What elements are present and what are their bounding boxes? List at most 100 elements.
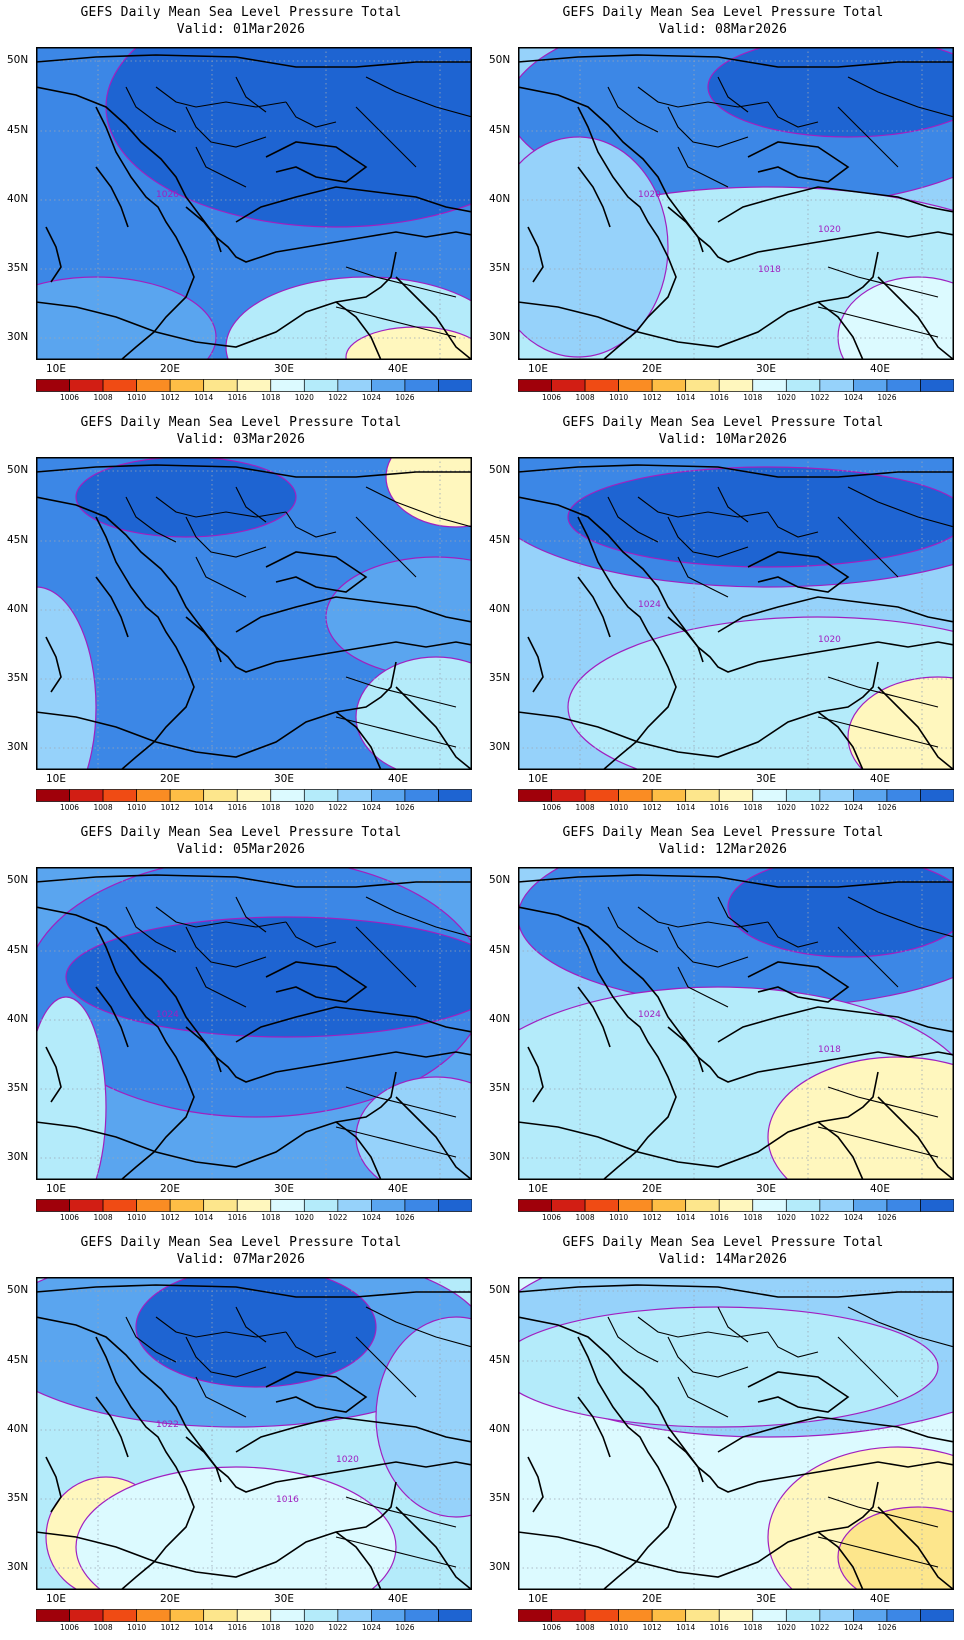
country-border [637, 906, 769, 928]
coastline [518, 1071, 879, 1168]
country-border [235, 486, 267, 523]
country-border [847, 486, 954, 528]
coastline [185, 1436, 472, 1493]
country-border [345, 1496, 457, 1528]
colorbar-swatch [69, 1609, 104, 1622]
colorbar-swatch [169, 1199, 205, 1212]
colorbar-tick-label: 1024 [843, 393, 863, 402]
pressure-region [518, 136, 669, 358]
colorbar-swatch [618, 789, 653, 802]
country-border [837, 106, 899, 168]
colorbar-swatch [920, 1199, 954, 1212]
colorbar-swatch [718, 1199, 754, 1212]
country-border [847, 1306, 954, 1348]
latitude-label: 50N [489, 54, 511, 66]
country-border [185, 1336, 267, 1378]
colorbar-swatch [886, 789, 921, 802]
colorbar-swatch [102, 789, 137, 802]
panel-title: GEFS Daily Mean Sea Level Pressure Total [80, 1235, 402, 1250]
latitude-label: 50N [7, 1284, 29, 1296]
coastline [235, 596, 472, 633]
longitude-label: 20E [160, 773, 180, 785]
latitude-label: 40N [7, 603, 29, 615]
latitude-label: 45N [7, 944, 29, 956]
country-border [827, 676, 939, 708]
colorbar-swatch [651, 1609, 687, 1622]
coastline [527, 636, 544, 693]
colorbar-tick-label: 1016 [227, 803, 247, 812]
colorbar-swatch [551, 1199, 586, 1212]
contour-label: 1018 [818, 1045, 841, 1055]
coastline [577, 1396, 611, 1458]
country-border [355, 1336, 417, 1398]
pressure-region [355, 656, 472, 770]
map-panel: GEFS Daily Mean Sea Level Pressure Total… [0, 0, 482, 410]
coastline [877, 276, 954, 360]
map-panel: GEFS Daily Mean Sea Level Pressure Total… [482, 0, 964, 410]
colorbar-swatch [718, 789, 754, 802]
colorbar-tick-label: 1026 [395, 393, 415, 402]
longitude-label: 30E [756, 1183, 776, 1195]
coastline [36, 661, 397, 758]
coastline [667, 206, 954, 263]
latitude-label: 30N [489, 331, 511, 343]
coastline [45, 1046, 62, 1103]
panel-valid-date: Valid: 03Mar2026 [176, 432, 306, 447]
coastline [185, 206, 472, 263]
colorbar-swatch [36, 789, 70, 802]
colorbar-tick-label: 1020 [776, 803, 796, 812]
colorbar-swatch [886, 379, 921, 392]
panel-valid-date: Valid: 14Mar2026 [658, 1252, 788, 1267]
colorbar [518, 1609, 954, 1622]
coastline [577, 516, 677, 770]
colorbar-swatch [169, 1609, 205, 1622]
colorbar-tick-label: 1006 [541, 803, 562, 812]
coastline [577, 1336, 677, 1590]
colorbar-swatch [371, 379, 406, 392]
coastline [95, 926, 195, 1180]
pressure-map: 1024 1020 [518, 457, 954, 770]
coastline [45, 226, 62, 283]
colorbar-tick-label: 1026 [877, 1623, 897, 1632]
panel-valid-date: Valid: 05Mar2026 [176, 842, 306, 857]
colorbar-swatch [752, 789, 787, 802]
country-border [767, 101, 819, 128]
latitude-label: 45N [7, 1354, 29, 1366]
longitude-label: 40E [870, 363, 890, 375]
pressure-map [36, 457, 472, 770]
coastline [235, 1416, 472, 1453]
country-border [637, 1316, 769, 1338]
longitude-label: 10E [528, 363, 548, 375]
map-frame [36, 47, 472, 360]
panel-valid-date: Valid: 07Mar2026 [176, 1252, 306, 1267]
colorbar-swatch [371, 1609, 406, 1622]
colorbar-tick-label: 1008 [575, 393, 595, 402]
colorbar-tick-label: 1016 [227, 393, 247, 402]
country-border [185, 926, 267, 968]
longitude-label: 10E [46, 1183, 66, 1195]
longitude-label: 20E [642, 1593, 662, 1605]
colorbar-swatch [371, 789, 406, 802]
coastline [747, 961, 850, 1003]
coastline [95, 516, 195, 770]
colorbar-tick-label: 1016 [709, 1623, 729, 1632]
country-border [637, 496, 769, 518]
country-border [365, 896, 472, 938]
colorbar-tick-label: 1024 [361, 803, 381, 812]
coastline [527, 226, 544, 283]
latitude-label: 35N [489, 672, 511, 684]
coastline [45, 636, 62, 693]
map-panel: GEFS Daily Mean Sea Level Pressure Total… [482, 1230, 964, 1640]
contour-label: 1016 [276, 1495, 299, 1505]
colorbar-tick-label: 1016 [227, 1623, 247, 1632]
longitude-label: 30E [756, 363, 776, 375]
latitude-label: 40N [489, 603, 511, 615]
map-panel: GEFS Daily Mean Sea Level Pressure Total… [482, 410, 964, 820]
colorbar-swatch [438, 1199, 472, 1212]
country-border [335, 1126, 457, 1158]
country-border [717, 486, 749, 523]
colorbar-swatch [920, 379, 954, 392]
coastline [518, 874, 954, 888]
latitude-label: 45N [489, 124, 511, 136]
coastline [518, 661, 879, 758]
